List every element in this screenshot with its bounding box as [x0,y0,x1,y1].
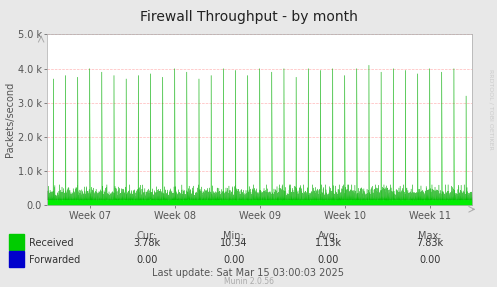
Text: Last update: Sat Mar 15 03:00:03 2025: Last update: Sat Mar 15 03:00:03 2025 [153,268,344,278]
Text: 0.00: 0.00 [317,255,339,265]
Text: RRDTOOL / TOBI OETIKER: RRDTOOL / TOBI OETIKER [489,69,494,150]
Text: Avg:: Avg: [318,231,338,241]
Text: Forwarded: Forwarded [29,255,80,265]
Text: 1.13k: 1.13k [315,238,341,247]
Text: Received: Received [29,238,74,247]
Text: Munin 2.0.56: Munin 2.0.56 [224,277,273,286]
Text: 0.00: 0.00 [419,255,441,265]
Text: Firewall Throughput - by month: Firewall Throughput - by month [140,10,357,24]
Text: 0.00: 0.00 [223,255,245,265]
Text: 7.83k: 7.83k [416,238,443,247]
Text: Min:: Min: [223,231,244,241]
Text: Max:: Max: [418,231,442,241]
Text: 0.00: 0.00 [136,255,158,265]
Text: 3.78k: 3.78k [133,238,160,247]
Text: Cur:: Cur: [137,231,157,241]
Y-axis label: Packets/second: Packets/second [5,82,15,158]
Text: 10.34: 10.34 [220,238,248,247]
